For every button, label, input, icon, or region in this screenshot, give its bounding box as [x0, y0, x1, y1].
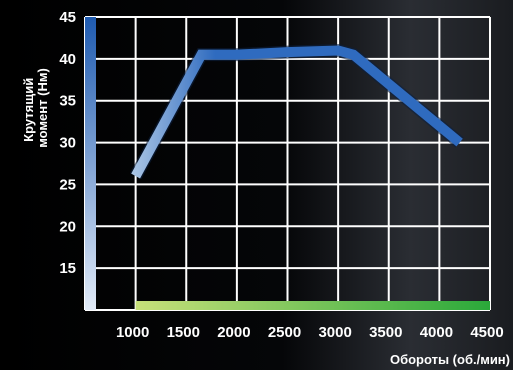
y-tick-45: 45 — [59, 9, 76, 26]
x-tick-1000: 1000 — [116, 324, 149, 341]
x-tick-labels: 1000 1500 2000 2500 3000 3500 4000 4500 — [116, 324, 504, 341]
y-tick-25: 25 — [59, 176, 76, 193]
y-tick-40: 40 — [59, 51, 76, 68]
y-axis-title: Крутящий момент (Нм) — [21, 68, 50, 148]
x-axis-title: Обороты (об./мин) — [390, 352, 510, 367]
x-axis-base-bar — [135, 301, 490, 310]
x-tick-4000: 4000 — [420, 324, 453, 341]
series-group — [129, 43, 464, 180]
y-tick-15: 15 — [59, 260, 76, 277]
y-tick-20: 20 — [59, 218, 76, 235]
y-tick-35: 35 — [59, 93, 76, 110]
x-tick-3000: 3000 — [318, 324, 351, 341]
x-tick-2000: 2000 — [217, 324, 250, 341]
y-axis-title-line-2: момент (Нм) — [35, 68, 50, 148]
y-axis-title-line-1: Крутящий — [21, 78, 36, 142]
y-axis-bar — [85, 17, 96, 310]
x-tick-3500: 3500 — [369, 324, 402, 341]
series-0-line — [131, 45, 463, 179]
x-tick-2500: 2500 — [268, 324, 301, 341]
x-tick-4500: 4500 — [470, 324, 503, 341]
y-tick-30: 30 — [59, 135, 76, 152]
y-tick-labels: 15 20 25 30 35 40 45 — [59, 9, 76, 277]
x-tick-1500: 1500 — [167, 324, 200, 341]
